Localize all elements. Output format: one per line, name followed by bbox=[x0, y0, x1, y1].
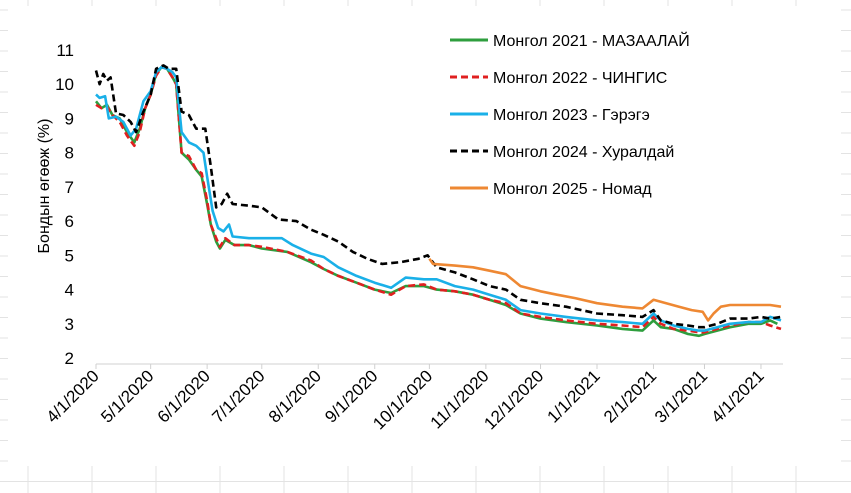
y-tick-label: 7 bbox=[65, 178, 74, 197]
legend-label: Монгол 2021 - МАЗААЛАЙ bbox=[493, 31, 690, 50]
series-lines bbox=[94, 64, 782, 338]
legend-label: Монгол 2024 - Хуралдай bbox=[493, 144, 674, 161]
y-tick-label: 5 bbox=[65, 246, 74, 265]
y-tick-label: 9 bbox=[65, 109, 74, 128]
legend: Монгол 2021 - МАЗААЛАЙ Монгол 2022 - ЧИНГ… bbox=[450, 31, 690, 198]
series-line-5 bbox=[428, 258, 782, 322]
series-line-3 bbox=[95, 65, 782, 332]
y-tick-label: 11 bbox=[56, 41, 74, 60]
y-tick-label: 2 bbox=[65, 349, 74, 368]
y-tick-label: 10 bbox=[55, 75, 74, 94]
y-tick-label: 6 bbox=[65, 212, 74, 231]
y-tick-label: 8 bbox=[65, 144, 74, 163]
y-tick-label: 4 bbox=[65, 281, 74, 300]
y-axis-title: Бондын өгөөж (%) bbox=[36, 119, 53, 254]
y-tick-label: 3 bbox=[65, 315, 74, 334]
legend-label: Монгол 2022 - ЧИНГИС bbox=[493, 70, 667, 87]
plot-area bbox=[8, 6, 841, 466]
legend-label: Монгол 2025 - Номад bbox=[493, 181, 652, 198]
legend-label: Монгол 2023 - Гэрэгэ bbox=[493, 107, 650, 124]
y-axis-ticks: 2 3 4 5 6 7 8 9 10 11 bbox=[55, 41, 74, 368]
